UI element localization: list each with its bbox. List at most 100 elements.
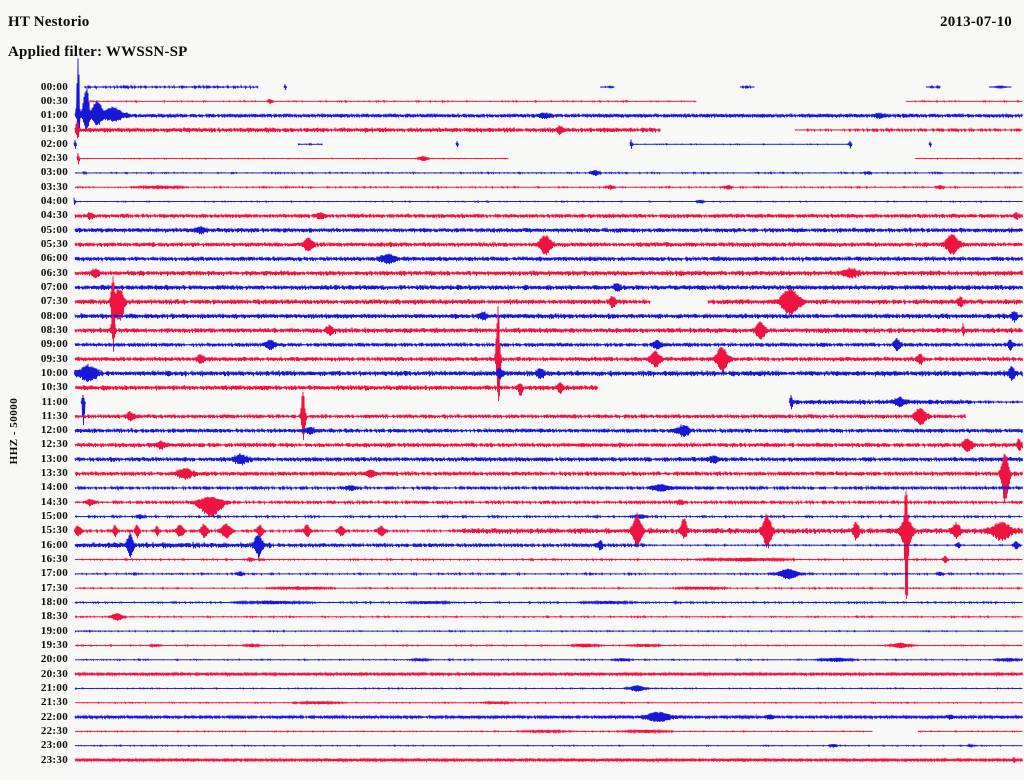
time-label: 12:30 (40, 438, 68, 451)
trace-row-1600 (74, 532, 1023, 559)
time-label: 23:00 (40, 739, 68, 752)
trace-row-1230 (74, 438, 1023, 453)
trace-row-0530 (74, 234, 1023, 256)
time-label: 19:00 (40, 624, 68, 637)
trace-row-1130 (74, 391, 966, 441)
time-label: 11:00 (41, 395, 68, 408)
applied-filter-label: Applied filter: WWSSN-SP (8, 44, 188, 60)
trace-row-2030 (74, 671, 1023, 678)
time-label: 14:00 (40, 481, 68, 494)
trace-row-1430 (74, 496, 1023, 518)
trace-row-1100 (80, 394, 1023, 426)
trace-row-1900 (74, 629, 1023, 634)
trace-row-2130 (74, 699, 1023, 706)
trace-row-1630 (74, 555, 1023, 564)
trace-row-2000 (74, 656, 1023, 663)
trace-row-0830 (74, 313, 1023, 340)
trace-row-0730 (74, 276, 1023, 352)
time-label: 21:00 (40, 681, 68, 694)
trace-row-0100 (74, 58, 1023, 138)
time-label: 03:00 (40, 166, 68, 179)
time-label: 01:30 (40, 123, 68, 136)
time-label: 22:30 (40, 724, 68, 737)
time-label: 00:00 (40, 80, 68, 93)
trace-row-0300 (74, 169, 1023, 176)
trace-row-1000 (73, 363, 1023, 382)
trace-row-0500 (74, 225, 1023, 235)
time-label: 16:00 (40, 538, 68, 551)
time-label: 12:00 (40, 424, 68, 437)
trace-row-2100 (74, 685, 1023, 692)
time-label: 15:00 (40, 510, 68, 523)
trace-row-1700 (74, 568, 1023, 580)
time-label: 08:00 (40, 309, 68, 322)
time-label: 14:30 (40, 495, 68, 508)
trace-row-0600 (74, 253, 1023, 265)
time-label: 07:30 (40, 295, 68, 308)
time-label: 21:30 (40, 696, 68, 709)
time-label: 17:30 (40, 581, 68, 594)
trace-row-0700 (74, 283, 1023, 292)
time-label: 20:30 (40, 667, 68, 680)
time-label: 11:30 (41, 409, 68, 422)
time-label: 23:30 (40, 753, 68, 766)
time-label: 09:00 (40, 338, 68, 351)
trace-row-0430 (74, 211, 1023, 221)
trace-row-0000 (83, 83, 1012, 91)
time-label: 00:30 (40, 94, 68, 107)
trace-row-0030 (83, 97, 1023, 106)
time-label: 15:30 (40, 524, 68, 537)
trace-row-0130 (74, 121, 1023, 139)
trace-row-0630 (74, 267, 1023, 279)
time-label: 18:00 (40, 595, 68, 608)
trace-row-0230 (76, 152, 1023, 165)
time-label: 02:30 (40, 152, 68, 165)
time-label: 18:30 (40, 610, 68, 623)
trace-row-2230 (74, 728, 1023, 735)
time-label: 05:30 (40, 238, 68, 250)
time-label: 09:30 (40, 352, 68, 365)
trace-row-0330 (74, 184, 1023, 191)
time-label: 17:00 (40, 567, 68, 580)
time-label: 16:30 (40, 553, 68, 566)
trace-row-0200 (73, 139, 932, 149)
time-label: 03:30 (40, 180, 68, 193)
time-label: 08:30 (40, 323, 68, 336)
time-label: 13:00 (40, 452, 68, 465)
trace-row-1330 (74, 453, 1023, 504)
time-label: 19:30 (40, 638, 68, 651)
trace-row-1200 (74, 424, 1023, 437)
record-date: 2013-07-10 (940, 14, 1012, 30)
trace-row-0930 (74, 306, 1023, 402)
trace-row-1300 (74, 453, 1023, 466)
trace-row-1530 (73, 491, 1023, 600)
trace-row-2300 (74, 742, 1023, 749)
trace-row-1030 (74, 381, 598, 396)
time-label: 01:00 (40, 109, 68, 122)
time-label: 10:00 (40, 366, 68, 379)
trace-row-2330 (74, 756, 1023, 764)
trace-row-1930 (74, 642, 1023, 649)
trace-row-0900 (74, 337, 1023, 352)
time-label: 22:00 (40, 710, 68, 723)
time-label: 04:30 (40, 209, 68, 222)
time-label: 06:00 (40, 252, 68, 265)
time-label: 07:00 (40, 280, 68, 293)
trace-row-1400 (74, 483, 1023, 492)
channel-scale-label: HHZ - 50000 (8, 397, 20, 465)
time-label: 13:30 (40, 467, 68, 480)
trace-row-1800 (74, 599, 1023, 606)
trace-row-0800 (74, 311, 1023, 323)
trace-row-1830 (74, 612, 1023, 621)
time-label: 10:30 (40, 381, 68, 394)
trace-row-0400 (73, 197, 1023, 205)
time-label: 06:30 (40, 266, 68, 279)
time-label: 05:00 (40, 223, 68, 236)
trace-row-1730 (74, 585, 1023, 591)
trace-row-1500 (74, 513, 1023, 520)
trace-row-2200 (74, 711, 1023, 723)
station-title: HT Nestorio (8, 14, 90, 30)
time-label: 20:00 (40, 653, 68, 666)
